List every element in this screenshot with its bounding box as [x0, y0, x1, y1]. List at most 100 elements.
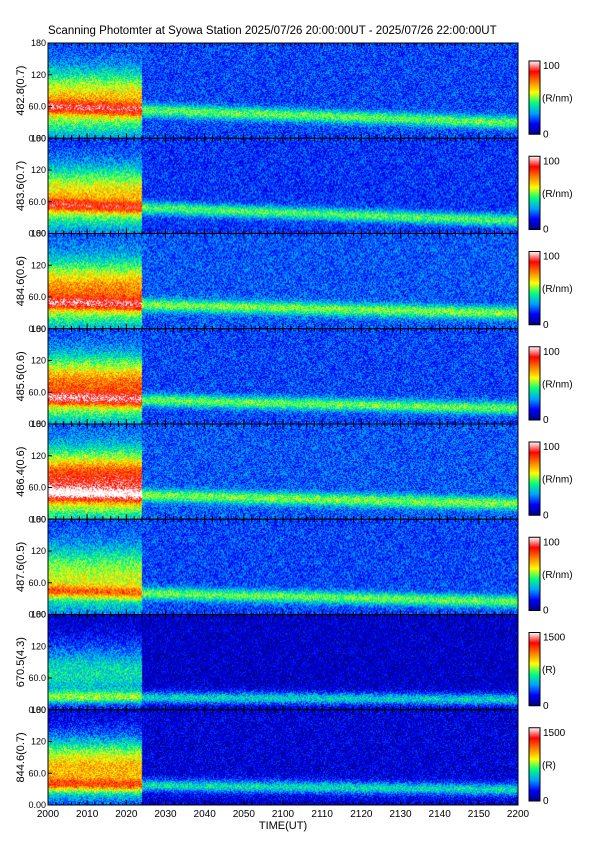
y-tick-label: 180: [31, 38, 46, 48]
panel-ylabel: 487.6(0.5): [15, 542, 27, 592]
panel-ylabel: 844.6(0.7): [15, 732, 27, 782]
y-tick-label: 180: [31, 229, 46, 239]
colorbar-max-label: 1500: [543, 728, 566, 739]
y-tick-label: 120: [31, 546, 46, 556]
x-tick-label: 2140: [429, 809, 452, 820]
y-tick-label: 120: [31, 356, 46, 366]
colorbar: [528, 251, 541, 326]
panel-3: [47, 233, 541, 330]
x-tick-label: 2040: [194, 809, 217, 820]
panel-ylabel: 485.6(0.6): [15, 351, 27, 401]
panel-2: [47, 137, 541, 234]
colorbar-max-label: 100: [543, 252, 560, 263]
y-tick-label: 0.00: [28, 133, 46, 143]
colorbar-min-label: 0: [543, 510, 549, 521]
colorbar-max-label: 1500: [543, 633, 566, 644]
figure-title: Scanning Photomter at Syowa Station 2025…: [48, 25, 497, 37]
x-tick-label: 2110: [311, 809, 333, 820]
panel-ylabel: 484.6(0.6): [15, 256, 27, 306]
colorbar-unit-label: (R/nm): [542, 570, 573, 581]
x-tick-label: 2100: [272, 809, 295, 820]
x-tick-label: 2130: [389, 809, 412, 820]
panel-heatmap: [48, 614, 518, 710]
panel-ylabel: 483.6(0.7): [15, 161, 27, 211]
panel-8: [47, 709, 541, 806]
panel-ylabel: 486.4(0.6): [15, 447, 27, 497]
x-tick-label: 2020: [115, 809, 138, 820]
colorbar-min-label: 0: [543, 701, 549, 712]
panel-heatmap: [48, 519, 518, 615]
colorbar: [528, 346, 541, 421]
panel-heatmap: [48, 233, 518, 329]
colorbar-min-label: 0: [543, 796, 549, 807]
x-tick-label: 2000: [37, 809, 60, 820]
colorbar-max-label: 100: [543, 61, 560, 72]
colorbar: [528, 60, 541, 135]
y-tick-label: 60.0: [28, 102, 46, 112]
y-tick-label: 0.00: [28, 705, 46, 715]
panel-heatmap: [48, 138, 518, 234]
x-tick-label: 2030: [154, 809, 177, 820]
colorbar-max-label: 100: [543, 537, 560, 548]
panel-ylabel: 670.5(4.3): [15, 637, 27, 687]
y-tick-label: 60.0: [28, 292, 46, 302]
colorbar-unit-label: (R/nm): [542, 189, 573, 200]
y-tick-label: 0.00: [28, 514, 46, 524]
y-tick-label: 120: [31, 165, 46, 175]
colorbar-unit-label: (R/nm): [542, 284, 573, 295]
panel-6: [47, 518, 541, 615]
colorbar-min-label: 0: [543, 129, 549, 140]
x-tick-label: 2010: [76, 809, 99, 820]
y-tick-label: 60.0: [28, 197, 46, 207]
colorbar-unit-label: (R): [542, 760, 556, 771]
y-tick-label: 0.00: [28, 800, 46, 810]
colorbar-unit-label: (R/nm): [542, 475, 573, 486]
panel-heatmap: [48, 424, 518, 520]
colorbar: [528, 727, 541, 802]
colorbar-min-label: 0: [543, 225, 549, 236]
colorbar-min-label: 0: [543, 606, 549, 617]
panel-heatmap: [48, 328, 518, 424]
panel-1: [47, 42, 541, 139]
y-tick-label: 60.0: [28, 578, 46, 588]
x-axis-label: TIME(UT): [259, 820, 307, 832]
colorbar-unit-label: (R/nm): [542, 94, 573, 105]
x-tick-label: 2200: [507, 809, 530, 820]
y-tick-label: 0.00: [28, 229, 46, 239]
panel-5: [47, 423, 541, 520]
y-tick-label: 120: [31, 737, 46, 747]
y-tick-label: 60.0: [28, 768, 46, 778]
y-tick-label: 120: [31, 641, 46, 651]
colorbar-max-label: 100: [543, 347, 560, 358]
colorbar: [528, 441, 541, 516]
y-tick-label: 180: [31, 324, 46, 334]
panel-7: [47, 614, 541, 711]
y-tick-label: 180: [31, 133, 46, 143]
panel-4: [47, 328, 541, 425]
y-tick-label: 0.00: [28, 324, 46, 334]
colorbar-min-label: 0: [543, 415, 549, 426]
y-tick-label: 60.0: [28, 483, 46, 493]
y-tick-label: 180: [31, 419, 46, 429]
colorbar: [528, 632, 541, 707]
colorbar-max-label: 100: [543, 442, 560, 453]
y-tick-label: 120: [31, 70, 46, 80]
y-tick-label: 60.0: [28, 387, 46, 397]
y-tick-label: 180: [31, 705, 46, 715]
colorbar-unit-label: (R): [542, 665, 556, 676]
colorbar-max-label: 100: [543, 156, 560, 167]
y-tick-label: 180: [31, 514, 46, 524]
panel-heatmap: [48, 709, 518, 805]
colorbar-min-label: 0: [543, 320, 549, 331]
y-tick-label: 180: [31, 610, 46, 620]
x-tick-label: 2050: [233, 809, 256, 820]
y-tick-label: 0.00: [28, 610, 46, 620]
colorbar: [528, 155, 541, 230]
y-tick-label: 60.0: [28, 673, 46, 683]
colorbar: [528, 536, 541, 611]
y-tick-label: 0.00: [28, 419, 46, 429]
y-tick-label: 120: [31, 451, 46, 461]
panel-ylabel: 482.8(0.7): [15, 66, 27, 116]
